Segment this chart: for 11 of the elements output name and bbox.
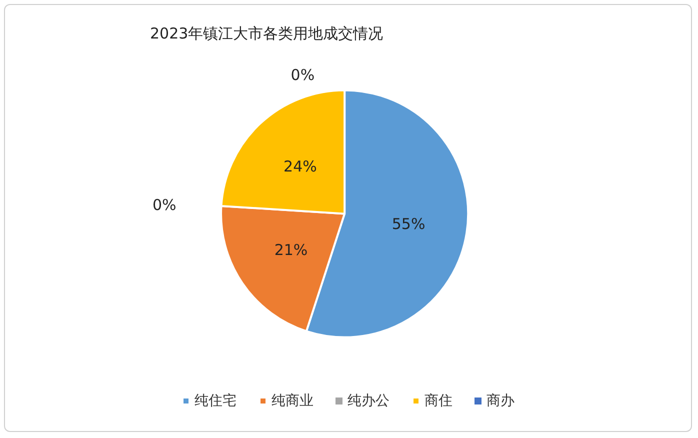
text: 0% xyxy=(290,66,315,84)
data-label: 21% xyxy=(274,241,308,260)
legend-label: 纯办公 xyxy=(348,393,390,409)
text: 0% xyxy=(152,196,176,214)
legend-label: 商办 xyxy=(486,393,514,409)
legend-label: 纯住宅 xyxy=(194,393,236,409)
data-label: 24% xyxy=(284,158,317,176)
legend-label: 商住 xyxy=(424,393,452,409)
data-label: 55% xyxy=(392,214,426,233)
legend-label: 纯商业 xyxy=(272,393,314,409)
chart-title: 2023年镇江大市各类用地成交情况 xyxy=(150,24,384,42)
